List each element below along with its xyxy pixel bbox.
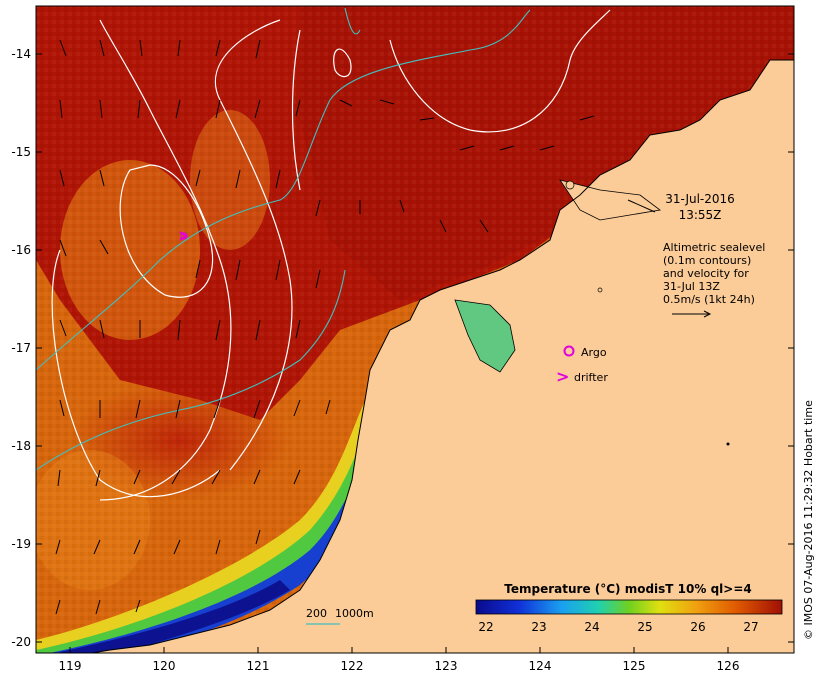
info-line: 0.5m/s (1kt 24h) [663,293,755,306]
drifter-legend-label: drifter [574,371,608,384]
info-line: and velocity for [663,267,749,280]
altimetry-info: Altimetric sealevel (0.1m contours) and … [663,241,765,306]
sea-level-contours [51,9,611,501]
velocity-vectors [55,39,595,615]
argo-legend-label: Argo [581,346,607,359]
info-line: (0.1m contours) [663,254,751,267]
y-axis-labels: -14 -15 -16 -17 -18 -19 -20 [11,47,31,649]
x-tick-label: 125 [623,659,646,673]
isobaths [36,7,531,471]
depth-label-200: 200 [306,607,327,620]
argo-legend-icon [563,345,575,357]
x-tick-label: 122 [341,659,364,673]
x-tick-label: 123 [435,659,458,673]
x-tick-label: 124 [529,659,552,673]
colorbar [475,599,783,615]
colorbar-tick-label: 22 [478,620,493,634]
x-tick-label: 120 [153,659,176,673]
copyright-label: © IMOS 07-Aug-2016 11:29:32 Hobart time [802,400,815,640]
y-tick-label: -16 [11,243,31,257]
info-line: 31-Jul 13Z [663,280,720,293]
date-line-1: 31-Jul-2016 [665,192,735,206]
x-tick-label: 121 [247,659,270,673]
info-line: Altimetric sealevel [663,241,765,254]
x-axis-labels: 119 120 121 122 123 124 125 126 [59,659,740,673]
king-sound [455,300,515,372]
colorbar-ticks: 22 23 24 25 26 27 [478,620,758,634]
y-tick-label: -19 [11,537,31,551]
x-tick-label: 126 [717,659,740,673]
x-tick-label: 119 [59,659,82,673]
colorbar-tick-label: 24 [584,620,599,634]
argo-marker-map [180,232,188,240]
colorbar-tick-label: 27 [743,620,758,634]
axis-ticks [36,53,794,653]
scale-arrow [672,310,712,318]
colorbar-tick-label: 23 [531,620,546,634]
date-line-2: 13:55Z [679,208,722,222]
y-tick-label: -18 [11,439,31,453]
y-tick-label: -20 [11,635,31,649]
colorbar-tick-label: 26 [690,620,705,634]
coastline [88,59,794,653]
y-tick-label: -17 [11,341,31,355]
y-tick-label: -14 [11,47,31,61]
depth-label-1000: 1000m [335,607,374,620]
colorbar-title: Temperature (°C) modisT 10% ql>=4 [504,582,751,596]
drifter-legend-icon: > [556,367,569,386]
colorbar-tick-label: 25 [637,620,652,634]
plot-frame [35,5,795,654]
date-pointer [627,199,656,213]
date-label: 31-Jul-2016 13:55Z [665,192,735,222]
y-tick-label: -15 [11,145,31,159]
